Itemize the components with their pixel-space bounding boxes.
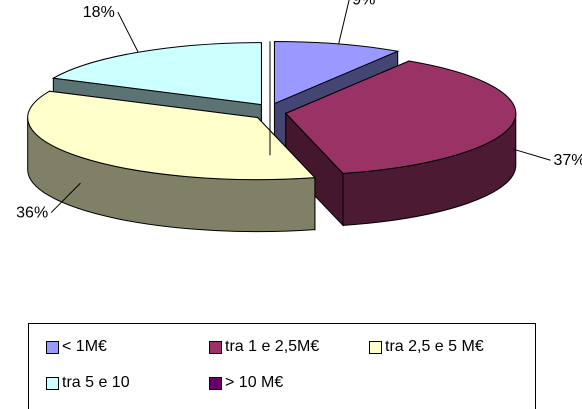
slice-top-3 (51, 42, 262, 106)
legend-item-1-2_5m: tra 1 e 2,5M€ (209, 338, 319, 356)
leader-line-1 (512, 148, 551, 161)
legend-label: tra 2,5 e 5 M€ (385, 338, 484, 355)
slice-top-0 (273, 41, 400, 105)
slice-top-2 (27, 90, 316, 181)
legend-label: < 1M€ (62, 338, 107, 355)
leader-line-2 (50, 182, 81, 213)
legend-item-lt1m: < 1M€ (46, 338, 107, 356)
legend: < 1M€ tra 1 e 2,5M€ tra 2,5 e 5 M€ tra 5… (28, 323, 536, 409)
data-label-2: 36% (16, 205, 48, 222)
legend-swatch (46, 340, 59, 354)
legend-item-5-10: tra 5 e 10 (46, 374, 130, 392)
data-label-1: 37% (554, 152, 582, 169)
legend-label: tra 5 e 10 (62, 374, 130, 391)
data-label-4: 0% (244, 0, 267, 4)
pie-chart: 9% 37% 36% 18% 0% (16, 0, 582, 233)
legend-item-gt10m: > 10 M€ (209, 374, 283, 392)
data-label-3: 18% (83, 4, 115, 21)
legend-item-2_5-5m: tra 2,5 e 5 M€ (369, 338, 484, 356)
legend-swatch (46, 376, 59, 390)
leader-line-0 (338, 0, 350, 45)
legend-swatch (209, 340, 222, 354)
data-label-0: 9% (352, 0, 375, 9)
legend-swatch (369, 340, 382, 354)
leader-line-3 (117, 11, 139, 53)
legend-label: > 10 M€ (225, 374, 284, 391)
slice-top-1 (284, 60, 517, 174)
legend-label: tra 1 e 2,5M€ (225, 338, 320, 355)
legend-swatch (209, 376, 222, 390)
